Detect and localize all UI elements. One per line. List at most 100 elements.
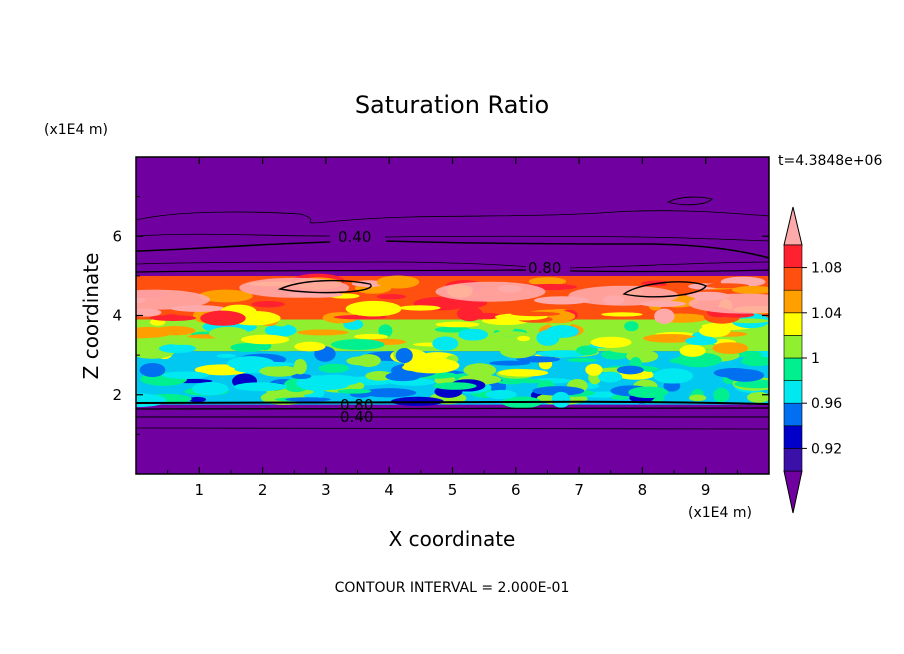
colorbar-segment [783, 402, 803, 427]
y-units-label: (x1E4 m) [44, 122, 108, 138]
field-blob [365, 371, 394, 381]
field-blob [153, 326, 196, 336]
field-blob [740, 356, 769, 367]
field-blob [567, 357, 598, 363]
field-blob [499, 343, 537, 359]
colorbar-segment [783, 380, 803, 404]
field-blob [551, 391, 571, 408]
x-tick-label: 2 [258, 481, 268, 499]
field-blob [294, 341, 326, 352]
field-blob [354, 333, 389, 340]
field-blob [747, 391, 769, 403]
x-tick-label: 1 [195, 481, 205, 499]
field-blob [528, 277, 567, 286]
field-blob [433, 382, 477, 390]
colorbar-segment [783, 312, 803, 336]
contour-line [136, 400, 769, 405]
field-blob [628, 386, 669, 399]
field-blob [576, 345, 599, 356]
field-blob [166, 340, 201, 345]
field-blob [601, 312, 643, 317]
field-blob [216, 353, 237, 358]
field-blob [291, 373, 312, 379]
x-tick-label: 9 [701, 481, 711, 499]
contour-label: 0.80 [340, 396, 373, 414]
field-blob [136, 308, 162, 317]
field-blob [616, 365, 644, 375]
field-blob [136, 289, 210, 310]
field-blob [688, 293, 769, 314]
colorbar-segment [783, 289, 803, 314]
field-blob [242, 361, 296, 367]
colorbar-bottom-arrow [783, 470, 803, 514]
field-blob [536, 350, 590, 358]
field-blob [264, 323, 297, 337]
field-blob [362, 388, 417, 398]
field-blob [654, 308, 675, 324]
field-blob [376, 275, 420, 289]
field-blob [318, 363, 350, 373]
field-blob [345, 300, 402, 317]
field-blob [705, 283, 749, 289]
field-blob [685, 336, 718, 346]
colorbar-top-arrow [783, 206, 803, 246]
x-tick-label: 7 [574, 481, 584, 499]
x-tick-label: 6 [511, 481, 521, 499]
field-blob [642, 333, 697, 343]
contour-label: 0.40 [340, 408, 373, 426]
axis-ticks: 1 2 3 4 5 6 7 8 9 2 4 6 [112, 157, 769, 499]
field-blob [516, 356, 561, 363]
chart-title: Saturation Ratio [355, 91, 549, 119]
colorbar-label: 0.92 [811, 441, 842, 457]
x-units-label: (x1E4 m) [688, 505, 752, 521]
field-blob [713, 367, 754, 378]
field-blob [568, 285, 679, 306]
field-blob [598, 371, 623, 383]
field-blob [545, 325, 580, 338]
contour-line [666, 196, 713, 206]
colorbar-label: 1.04 [811, 306, 842, 322]
contour-line [136, 240, 769, 259]
contour-line [136, 269, 769, 273]
time-label: t=4.3848e+06 [778, 153, 882, 169]
field-blob [688, 394, 707, 402]
field-blob [270, 304, 299, 317]
contour-line [277, 279, 372, 294]
field-blob [517, 335, 531, 342]
field-blob [230, 342, 266, 352]
field-blob [192, 382, 229, 396]
field-blob [489, 360, 531, 366]
field-blob [532, 386, 585, 396]
colorbar-label: 0.96 [811, 396, 842, 412]
field-blob [188, 396, 206, 403]
y-tick-label: 6 [112, 227, 122, 245]
field-blob [498, 369, 549, 377]
plot-area [136, 157, 769, 474]
field-blob [337, 388, 372, 394]
contour-line [622, 281, 707, 298]
contour-interval-footer: CONTOUR INTERVAL = 2.000E-01 [335, 580, 570, 596]
field-blob [330, 339, 385, 350]
field-blob [435, 321, 480, 328]
field-blob [679, 344, 706, 357]
contour-labels: 0.40 0.80 0.80 0.40 [334, 228, 570, 426]
field-blob [198, 289, 253, 303]
field-blob [463, 363, 497, 377]
x-tick-label: 3 [321, 481, 331, 499]
colorbar-segment [783, 335, 803, 359]
colorbar: 0.92 0.96 1 1.04 1.08 [783, 206, 842, 514]
contour-line [136, 233, 769, 242]
field-blob [403, 357, 460, 374]
field-blob [208, 326, 249, 340]
field-blob [259, 365, 300, 377]
field-blob [240, 334, 290, 345]
field-blob [510, 311, 561, 317]
field-blob [458, 328, 489, 341]
contour-line [136, 261, 769, 269]
field-blob [297, 329, 349, 336]
field-blob [234, 382, 287, 392]
field-layer [136, 404, 769, 474]
field-blob [734, 379, 769, 389]
field-blob [399, 305, 441, 311]
colorbar-segment [783, 425, 803, 449]
